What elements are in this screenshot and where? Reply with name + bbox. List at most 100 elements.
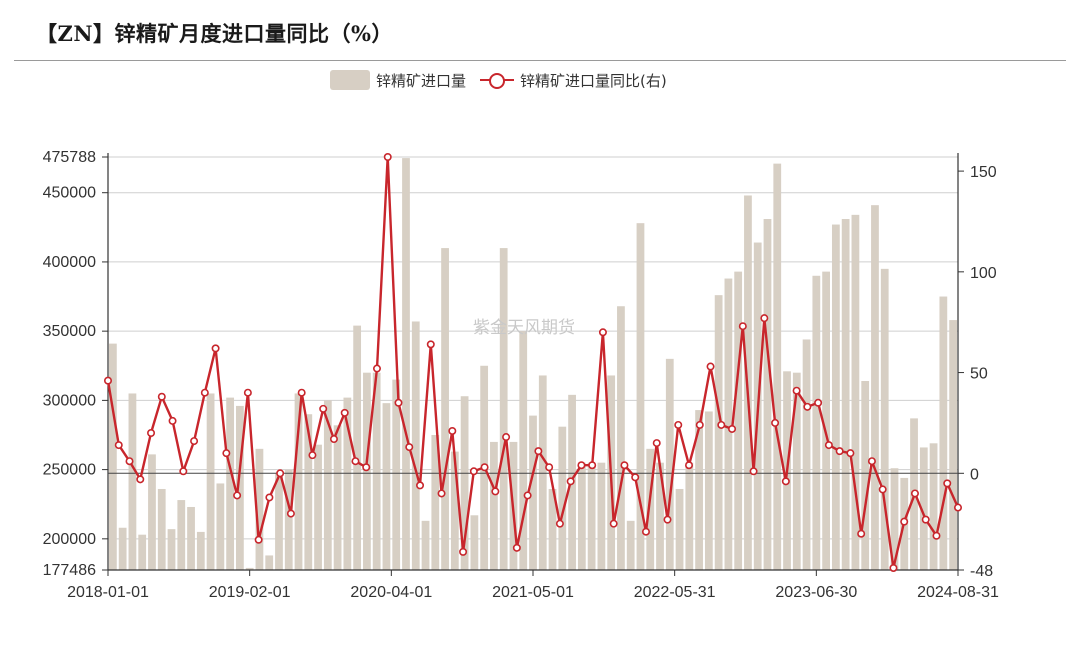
line-series — [104, 153, 962, 572]
x-tick-label: 2020-04-01 — [350, 584, 432, 601]
chart-title: 【ZN】锌精矿月度进口量同比（%） — [36, 21, 393, 46]
bar — [236, 405, 244, 570]
bar — [441, 248, 449, 570]
line-point — [953, 503, 962, 512]
legend-item-line[interactable]: 锌精矿进口量同比(右) — [480, 70, 667, 91]
bar — [490, 441, 498, 570]
bar — [685, 462, 694, 570]
bar-series — [109, 158, 957, 571]
bar — [460, 396, 469, 570]
bar — [538, 375, 547, 570]
line-point — [114, 441, 123, 450]
bar — [675, 488, 684, 570]
bar — [949, 320, 957, 570]
bar — [177, 500, 186, 570]
line-point — [104, 376, 113, 385]
line-point — [523, 491, 532, 500]
bar — [773, 163, 782, 570]
bar — [294, 393, 303, 570]
line-point — [717, 420, 726, 429]
x-tick-label: 2021-05-01 — [492, 584, 574, 601]
bar — [548, 488, 557, 570]
line-point — [846, 449, 855, 458]
bar — [323, 400, 332, 570]
right-tick-label: 0 — [970, 466, 979, 483]
bar — [196, 531, 205, 570]
bar — [421, 520, 430, 570]
line-point — [598, 328, 607, 337]
line-point — [760, 314, 769, 323]
title-divider — [14, 60, 1066, 61]
line-point — [631, 473, 640, 482]
x-tick-label: 2019-02-01 — [209, 584, 291, 601]
left-tick-label: 350000 — [43, 323, 96, 340]
bar — [275, 473, 283, 570]
line-point — [685, 461, 694, 470]
bar — [919, 447, 928, 570]
line-point — [921, 515, 930, 524]
bar — [157, 488, 166, 570]
line-point — [329, 435, 338, 444]
x-tick-label: 2024-08-31 — [917, 584, 999, 601]
line-point — [179, 467, 188, 476]
line-point — [814, 398, 823, 407]
bar — [792, 372, 801, 570]
line-point — [641, 527, 650, 536]
line-point — [233, 491, 242, 500]
left-tick-label: 300000 — [43, 392, 96, 409]
line-point — [555, 519, 564, 528]
axis-labels: 177486 200000 250000 300000 350000 400000 4500… — [43, 149, 999, 601]
line-point — [781, 477, 790, 486]
bar — [929, 443, 938, 570]
bar — [450, 451, 459, 570]
line-point — [910, 489, 919, 498]
bar — [861, 380, 870, 570]
line-point — [222, 449, 231, 458]
bar — [255, 448, 264, 570]
line-point — [157, 392, 166, 401]
bar — [812, 275, 821, 570]
bar — [587, 462, 596, 570]
bar — [802, 339, 811, 570]
line-point — [426, 340, 435, 349]
bar — [353, 325, 362, 570]
line-point — [136, 475, 145, 484]
left-tick-label: 450000 — [43, 185, 96, 202]
x-tick-label: 2018-01-01 — [67, 584, 149, 601]
legend-item-bar[interactable]: 锌精矿进口量 — [330, 70, 466, 91]
line-point — [620, 461, 629, 470]
bar — [724, 278, 733, 570]
bar — [431, 434, 440, 570]
line-point — [728, 424, 737, 433]
line-point — [609, 519, 618, 528]
bar — [626, 520, 635, 570]
right-tick-label: -48 — [970, 563, 993, 580]
left-tick-label: 400000 — [43, 254, 96, 271]
line-point — [867, 457, 876, 466]
bar — [734, 271, 743, 570]
line-point — [803, 402, 812, 411]
left-tick-label: 177486 — [43, 562, 96, 579]
line-point — [889, 563, 898, 572]
bar — [871, 205, 879, 570]
line-point — [265, 493, 274, 502]
bar — [382, 403, 391, 570]
line-point — [835, 447, 844, 456]
line-point — [480, 463, 489, 472]
line-point — [566, 477, 575, 486]
line-point — [932, 531, 941, 540]
bar — [763, 219, 772, 570]
x-tick-label: 2023-06-30 — [775, 584, 857, 601]
bar — [343, 397, 352, 570]
bar — [695, 410, 703, 570]
line-point — [943, 479, 952, 488]
line-point — [362, 463, 371, 472]
bar — [314, 444, 322, 570]
line-point — [190, 437, 199, 446]
line-point — [771, 418, 780, 427]
x-tick-label: 2022-05-31 — [634, 584, 716, 601]
bar — [411, 321, 420, 570]
line-point — [502, 433, 511, 442]
line-point — [168, 416, 177, 425]
left-tick-label: 250000 — [43, 462, 96, 479]
